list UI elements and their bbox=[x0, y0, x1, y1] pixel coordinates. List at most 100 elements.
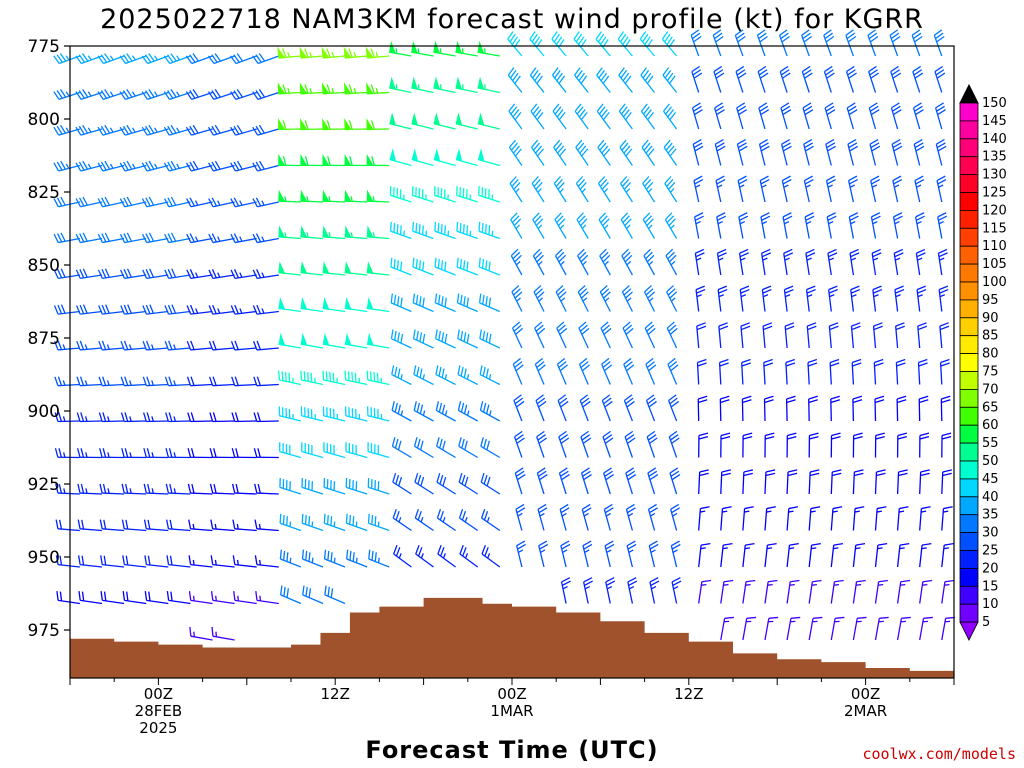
wind-barb bbox=[122, 555, 147, 568]
wind-barb bbox=[164, 268, 191, 279]
wind-barb bbox=[620, 212, 633, 239]
wind-barb bbox=[209, 483, 235, 495]
wind-barb bbox=[252, 269, 279, 279]
wind-barb bbox=[624, 430, 636, 458]
y-tick-label: 875 bbox=[28, 329, 60, 349]
wind-barb bbox=[210, 519, 235, 532]
wind-barb bbox=[665, 248, 678, 276]
wind-barb bbox=[277, 118, 301, 131]
wind-barb bbox=[939, 322, 950, 349]
speed-colorbar: 1501451401351301251201151101051009590858… bbox=[959, 83, 1007, 641]
wind-barb bbox=[185, 160, 213, 172]
wind-barb bbox=[412, 257, 434, 276]
wind-barb bbox=[823, 65, 835, 93]
wind-barb bbox=[76, 412, 103, 423]
wind-barb bbox=[458, 473, 479, 495]
wind-barb bbox=[54, 340, 80, 351]
wind-barb bbox=[143, 483, 169, 495]
colorbar-label: 110 bbox=[982, 239, 1007, 254]
colorbar-swatch bbox=[959, 406, 979, 426]
wind-barb bbox=[895, 322, 905, 349]
wind-barb bbox=[121, 448, 147, 459]
wind-barb bbox=[941, 542, 954, 568]
x-tick-label: 12Z bbox=[674, 685, 703, 703]
wind-barb bbox=[345, 513, 368, 532]
wind-barb bbox=[278, 297, 301, 313]
wind-barb bbox=[695, 285, 706, 312]
wind-barb bbox=[253, 376, 279, 387]
wind-barb bbox=[536, 467, 548, 495]
wind-barb bbox=[912, 65, 924, 93]
wind-barb bbox=[278, 370, 302, 386]
wind-barb bbox=[300, 332, 324, 349]
wind-barb bbox=[691, 65, 703, 93]
colorbar-swatch bbox=[959, 388, 979, 408]
wind-barb bbox=[230, 160, 257, 172]
wind-barb bbox=[120, 304, 147, 315]
colorbar-swatch bbox=[959, 317, 979, 337]
wind-barb bbox=[597, 176, 611, 203]
wind-barb bbox=[252, 160, 279, 172]
wind-barb bbox=[389, 112, 412, 130]
wind-barb bbox=[56, 591, 80, 605]
colorbar-swatch bbox=[959, 138, 979, 158]
wind-barb bbox=[231, 483, 257, 495]
wind-barb bbox=[895, 358, 906, 385]
wind-barb bbox=[720, 579, 734, 604]
colorbar-swatch bbox=[959, 550, 979, 569]
wind-barb bbox=[735, 65, 747, 93]
wind-barb bbox=[97, 160, 125, 172]
wind-barb bbox=[917, 358, 928, 385]
wind-barb bbox=[164, 304, 191, 315]
wind-barb bbox=[781, 138, 792, 166]
wind-barb bbox=[892, 212, 903, 239]
wind-barb bbox=[846, 102, 858, 130]
colorbar-top-arrow bbox=[959, 83, 979, 104]
wind-barb bbox=[558, 430, 570, 458]
colorbar-swatch bbox=[959, 102, 979, 122]
wind-barb bbox=[98, 304, 125, 315]
wind-barb bbox=[187, 412, 213, 423]
wind-barb bbox=[77, 555, 103, 568]
wind-barb bbox=[803, 138, 814, 166]
wind-barb bbox=[98, 340, 125, 351]
wind-barb bbox=[870, 175, 881, 203]
wind-barb bbox=[830, 432, 841, 458]
wind-barb bbox=[598, 212, 611, 239]
wind-barb bbox=[392, 473, 412, 495]
wind-barb bbox=[513, 430, 525, 458]
wind-barb bbox=[913, 138, 925, 166]
wind-barb bbox=[845, 29, 857, 57]
wind-barb bbox=[914, 175, 925, 203]
colorbar-label: 55 bbox=[982, 436, 999, 451]
wind-barb bbox=[940, 395, 951, 422]
wind-barb bbox=[720, 616, 734, 641]
wind-barb bbox=[187, 448, 213, 459]
wind-barb bbox=[896, 469, 908, 495]
wind-barb bbox=[253, 412, 279, 423]
wind-barb bbox=[919, 506, 931, 531]
wind-barb bbox=[785, 358, 796, 385]
wind-barb bbox=[551, 67, 567, 93]
wind-barb bbox=[623, 357, 635, 385]
wind-barb bbox=[666, 321, 678, 349]
wind-barb bbox=[391, 365, 412, 386]
wind-barb bbox=[553, 176, 567, 203]
wind-barb bbox=[163, 196, 191, 208]
wind-barb bbox=[54, 412, 80, 423]
wind-barb bbox=[144, 555, 169, 568]
wind-barb bbox=[827, 248, 838, 276]
wind-barb bbox=[896, 432, 908, 458]
wind-barb bbox=[786, 506, 799, 531]
wind-barb bbox=[640, 67, 656, 93]
wind-barb bbox=[366, 82, 390, 95]
wind-barb bbox=[618, 103, 633, 130]
wind-barb bbox=[415, 545, 434, 568]
wind-barb bbox=[663, 103, 678, 130]
plot-area bbox=[53, 29, 955, 679]
wind-barb bbox=[552, 103, 567, 130]
wind-barb bbox=[477, 40, 500, 57]
colorbar-swatch bbox=[959, 299, 979, 319]
wind-barb bbox=[343, 82, 368, 95]
wind-barb bbox=[344, 297, 368, 313]
